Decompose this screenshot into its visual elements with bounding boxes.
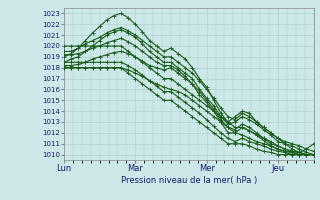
X-axis label: Pression niveau de la mer( hPa ): Pression niveau de la mer( hPa ) — [121, 176, 257, 185]
